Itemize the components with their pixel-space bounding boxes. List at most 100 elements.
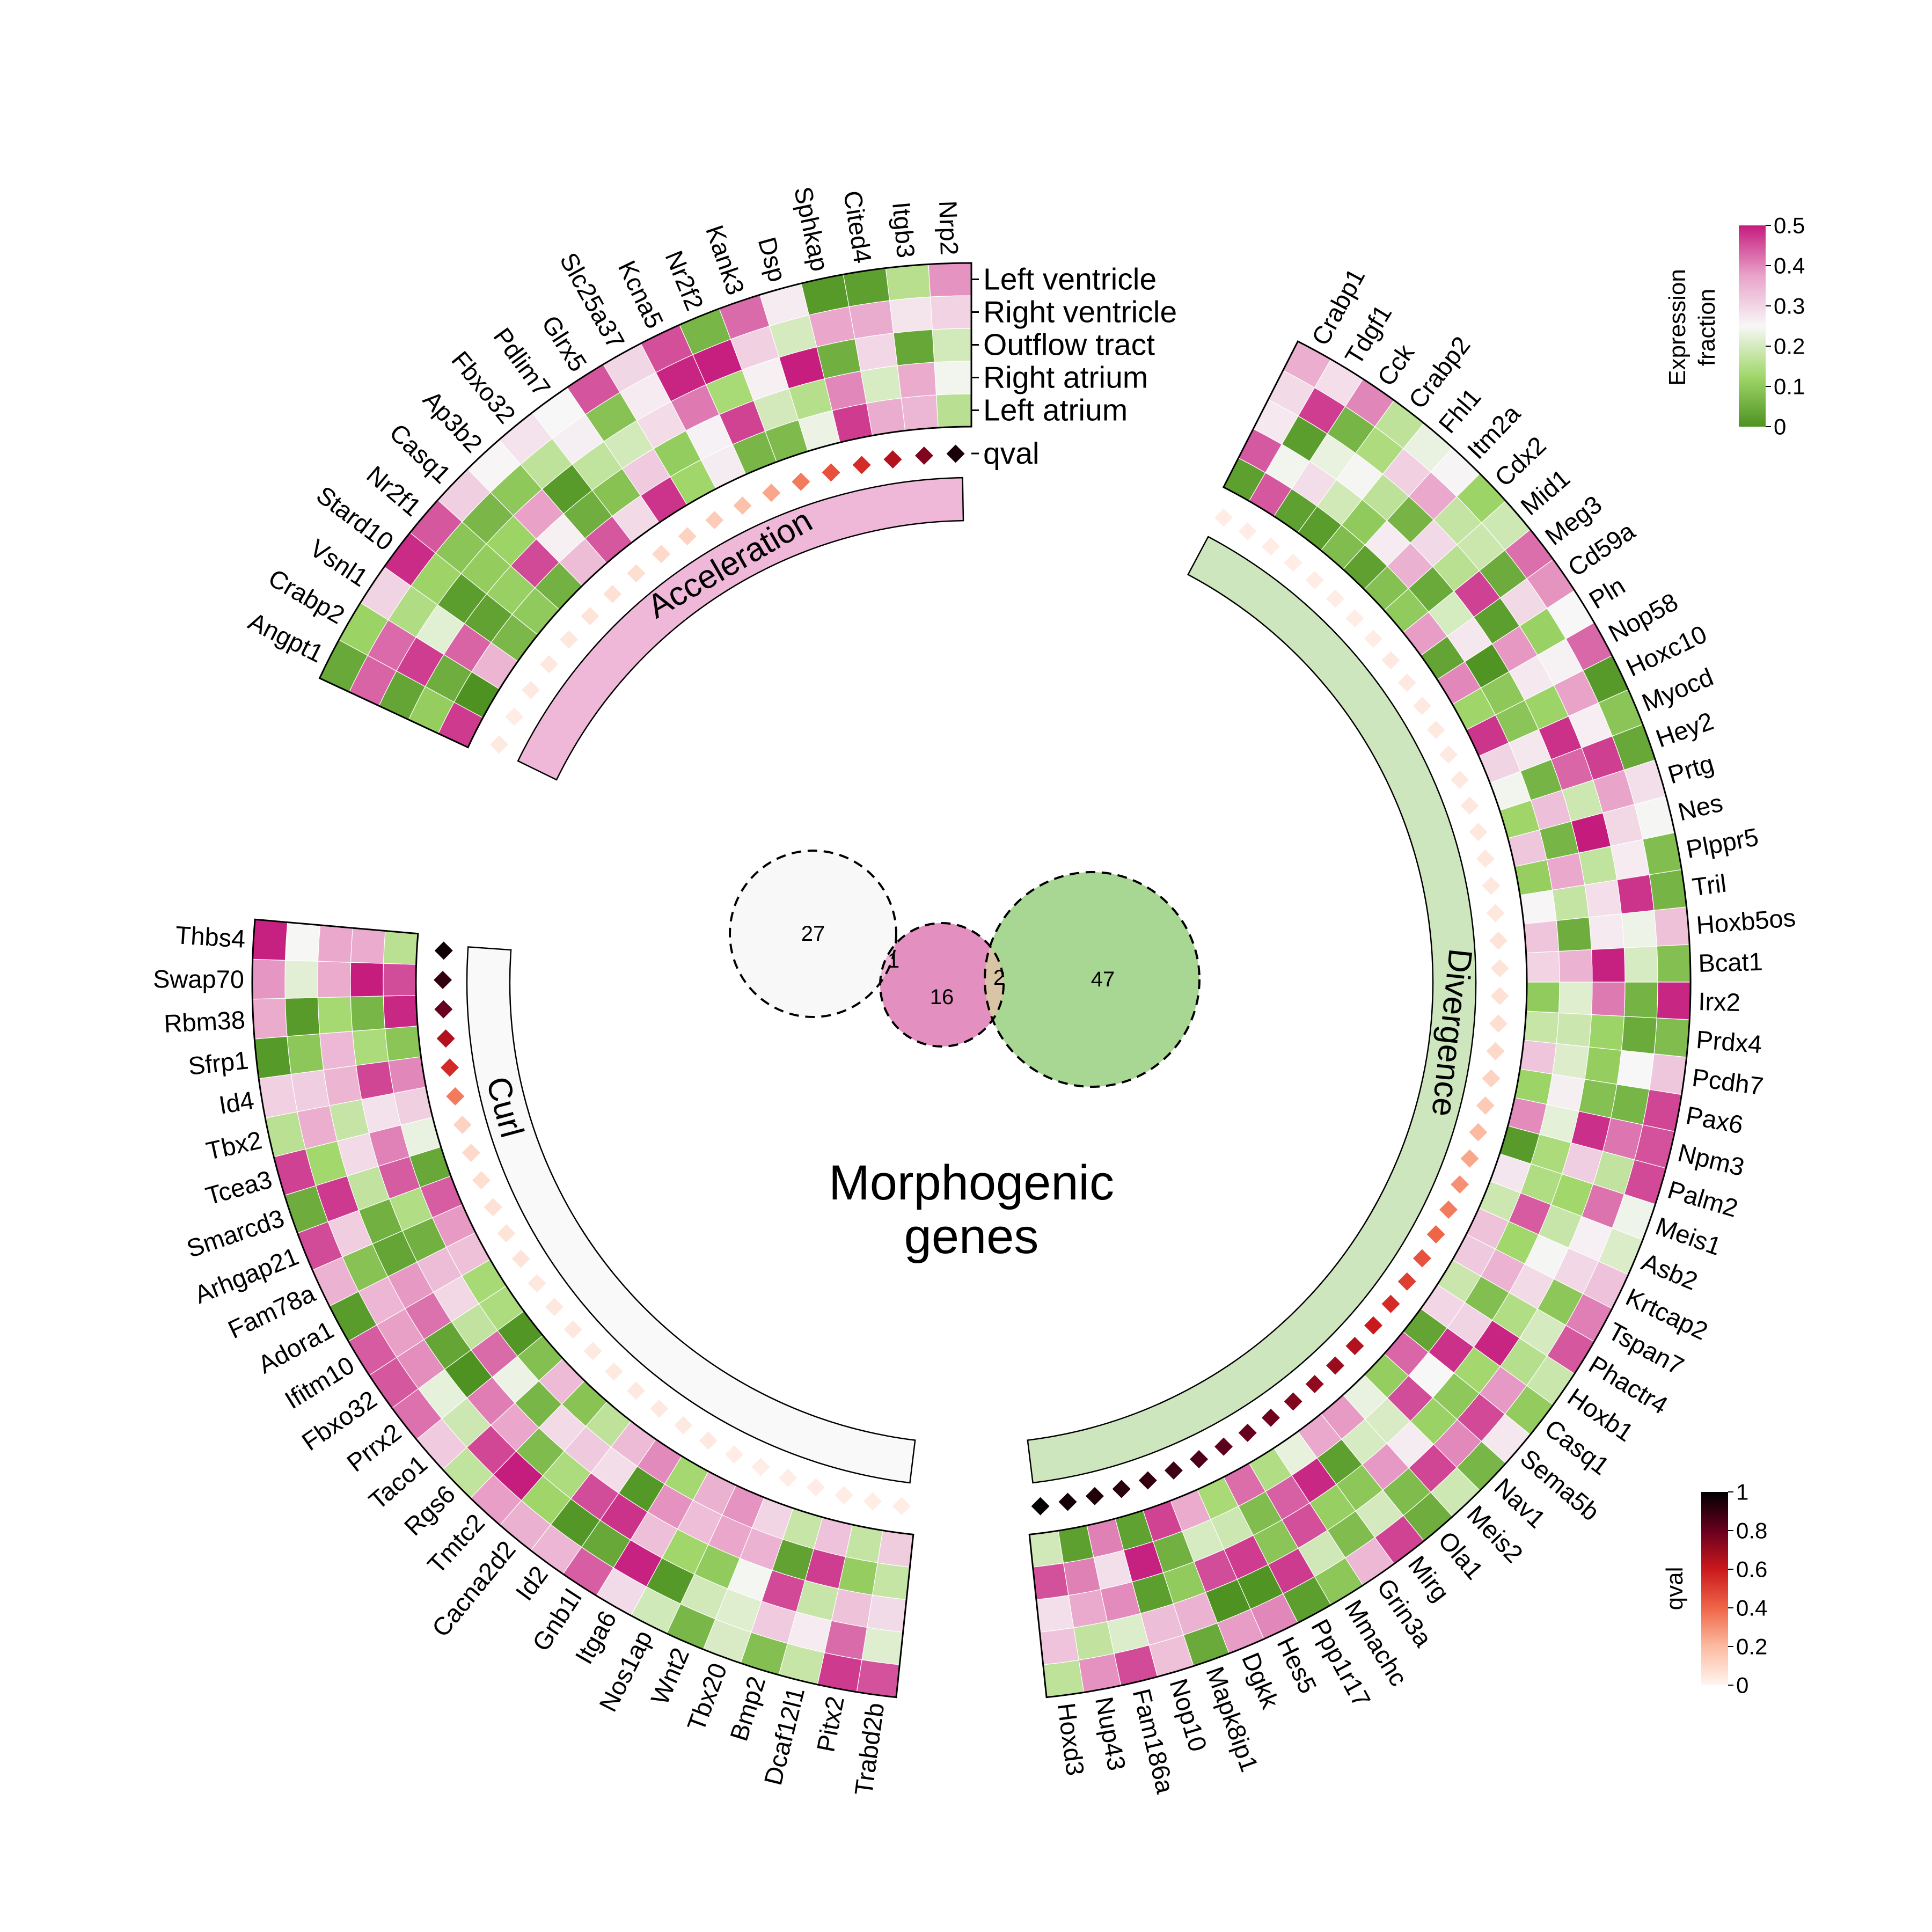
heatmap-cell: [1514, 859, 1553, 896]
qval-point: [1489, 1014, 1507, 1033]
gene-label: Rbm38: [163, 1005, 246, 1038]
qval-point: [1058, 1492, 1077, 1511]
qval-point: [883, 450, 902, 469]
heatmap-cell: [1589, 1014, 1624, 1051]
heatmap-cell: [1523, 1011, 1560, 1044]
gene-label: Dsp: [753, 234, 792, 285]
qval-point: [564, 1320, 582, 1339]
heatmap-cell: [1616, 1050, 1655, 1090]
heatmap-cell: [1623, 982, 1658, 1019]
qval-point: [434, 971, 452, 990]
heatmap-cell: [1519, 1040, 1557, 1075]
gene-label: Trabd2b: [849, 1701, 889, 1797]
heatmap-cell: [1653, 1018, 1690, 1058]
heatmap-cell: [1649, 1053, 1687, 1095]
qval-point: [1469, 823, 1488, 841]
qval-point: [1397, 1272, 1416, 1291]
venn-circle-fill: [880, 923, 1004, 1046]
gene-label: Nr2f2: [660, 246, 709, 314]
heatmap-cell: [1525, 982, 1560, 1013]
legend-tick-label: 0.3: [1774, 294, 1805, 319]
heatmap-cell: [1525, 951, 1560, 983]
qval-point: [545, 1298, 564, 1316]
heatmap-cell: [1039, 1627, 1079, 1665]
heatmap-cell: [1032, 1562, 1069, 1600]
gene-label: Nrp2: [934, 200, 964, 255]
gene-label: Nup43: [1090, 1694, 1131, 1773]
heatmap-cell: [1058, 1525, 1094, 1564]
heatmap-cell: [350, 962, 384, 998]
heatmap-cell: [1649, 869, 1687, 911]
legend-tick-label: 0.4: [1736, 1596, 1767, 1621]
heatmap-cell: [1519, 889, 1557, 925]
qval-point: [1486, 1042, 1505, 1060]
qval-point: [1164, 1461, 1183, 1480]
heatmap-cell: [290, 1069, 330, 1113]
heatmap-cell: [1029, 1530, 1064, 1568]
qval-point: [1261, 1408, 1280, 1427]
qval-point: [540, 655, 559, 674]
venn-count: 2: [993, 966, 1005, 990]
qval-point: [725, 1445, 744, 1464]
qval-point: [1085, 1487, 1104, 1505]
heatmap-cell: [284, 997, 320, 1037]
gene-label: Sfrp1: [187, 1045, 250, 1080]
qval-point: [1305, 1374, 1324, 1393]
gene-label: Swap70: [153, 964, 244, 993]
qval-point: [497, 1224, 516, 1243]
qval-point: [751, 1458, 770, 1476]
gene-label: Dgkk: [1236, 1649, 1285, 1713]
qval-point: [678, 527, 697, 546]
heatmap-cell: [1616, 874, 1655, 914]
gene-label: Tcea3: [202, 1165, 275, 1210]
heatmap-cell: [352, 1028, 389, 1066]
gene-label: Prtg: [1665, 749, 1717, 789]
qval-point: [434, 941, 453, 960]
heatmap-cell: [1589, 913, 1624, 950]
heatmap-cell: [1591, 982, 1626, 1017]
heatmap-cell: [1556, 917, 1592, 952]
heatmap-sector-border: [251, 918, 914, 1699]
heatmap-cell: [901, 394, 939, 431]
heatmap-cell: [1656, 982, 1691, 1020]
qval-point: [627, 564, 646, 583]
heatmap-cell: [860, 365, 902, 404]
heatmap-sector-border: [1028, 340, 1692, 1699]
qval-point: [1469, 1123, 1488, 1141]
row-label: Right atrium: [983, 361, 1148, 395]
legend-tick-label: 0.4: [1774, 253, 1805, 279]
heatmap-cell: [252, 998, 288, 1040]
gene-label: Hey2: [1652, 706, 1717, 753]
qval-point: [522, 680, 540, 699]
qval-point: [1214, 508, 1233, 527]
gene-label: Palm2: [1665, 1175, 1741, 1223]
heatmap-cell: [1552, 1043, 1590, 1080]
qval-point: [650, 1399, 669, 1418]
qval-point: [1490, 986, 1509, 1005]
row-label: Outflow tract: [983, 328, 1155, 362]
heatmap-cell: [350, 927, 386, 964]
venn-count: 1: [888, 949, 899, 972]
venn-count: 16: [930, 985, 954, 1009]
heatmap-cell: [317, 925, 354, 963]
qval-point: [1381, 1294, 1400, 1313]
qval-point: [914, 446, 933, 465]
heatmap-cell: [284, 960, 319, 999]
heatmap-cell: [866, 398, 906, 436]
chart-title-line1: Morphogenic: [829, 1155, 1114, 1210]
qval-point: [1261, 537, 1280, 556]
gene-label: Cited4: [838, 189, 877, 265]
qval-point: [446, 1087, 465, 1106]
qval-point: [1482, 1069, 1501, 1088]
sector-track-divergence: [1027, 536, 1477, 1484]
heatmap-cell: [1591, 947, 1626, 983]
gene-label: Id4: [217, 1086, 256, 1119]
venn-circle-fill: [985, 872, 1199, 1087]
heatmap-cell: [831, 1588, 873, 1628]
heatmap-cell: [1068, 1589, 1108, 1628]
qval-point: [762, 484, 781, 502]
venn-count: 47: [1091, 968, 1115, 991]
heatmap-cell: [935, 393, 972, 428]
gene-label: Hoxb5os: [1695, 903, 1797, 939]
